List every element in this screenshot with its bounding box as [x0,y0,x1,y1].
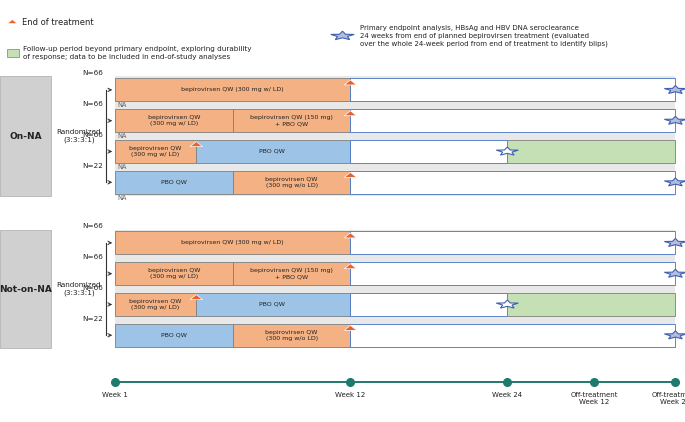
Bar [351,231,675,254]
Bar [7,49,19,57]
Bar [115,140,197,163]
Text: Randomized
(3:3:3:1): Randomized (3:3:3:1) [56,130,101,143]
Bar [508,293,675,316]
Bar [0,76,51,196]
Text: Randomized
(3:3:3:1): Randomized (3:3:3:1) [56,282,101,296]
Text: N=22: N=22 [82,316,103,322]
Text: PBO QW: PBO QW [259,302,285,307]
Bar [351,262,675,285]
Text: On-NA: On-NA [10,132,42,141]
Bar [197,140,351,163]
Text: N=22: N=22 [82,162,103,168]
Bar [115,293,197,316]
Bar [115,76,675,196]
Bar [233,109,351,133]
Bar [115,262,233,285]
Polygon shape [190,295,203,300]
Text: bepirovirsen QW
(300 mg w/ LD): bepirovirsen QW (300 mg w/ LD) [148,268,200,279]
Text: bepirovirsen QW (150 mg)
+ PBO QW: bepirovirsen QW (150 mg) + PBO QW [250,115,333,126]
Text: PBO QW: PBO QW [161,180,187,185]
Bar [351,140,508,163]
Polygon shape [331,31,354,40]
Text: Follow-up period beyond primary endpoint, exploring durability
of response; data: Follow-up period beyond primary endpoint… [23,46,252,60]
Bar [508,140,675,163]
Text: PBO QW: PBO QW [259,149,285,154]
Text: End of treatment: End of treatment [22,18,94,27]
Text: N=66: N=66 [82,132,103,138]
Text: bepirovirsen QW (300 mg w/ LD): bepirovirsen QW (300 mg w/ LD) [182,241,284,245]
Text: NA: NA [117,102,127,108]
Bar [197,293,351,316]
Polygon shape [345,264,357,269]
Bar [0,230,51,348]
Polygon shape [496,147,519,155]
Text: bepirovirsen QW
(300 mg w/o LD): bepirovirsen QW (300 mg w/o LD) [265,330,318,341]
Text: Off-treatment
Week 12: Off-treatment Week 12 [571,392,618,406]
Text: N=66: N=66 [82,70,103,76]
Polygon shape [190,141,203,146]
Polygon shape [664,269,685,277]
Polygon shape [496,300,519,308]
Bar [115,324,233,347]
Polygon shape [664,116,685,124]
Bar [233,262,351,285]
Polygon shape [664,178,685,186]
Text: N=66: N=66 [82,101,103,107]
Bar [233,324,351,347]
Bar [115,109,233,133]
Bar [233,170,351,194]
Polygon shape [345,233,357,238]
Text: bepirovirsen QW (150 mg)
+ PBO QW: bepirovirsen QW (150 mg) + PBO QW [250,268,333,279]
Text: N=66: N=66 [82,285,103,291]
Bar [115,78,351,102]
Bar [115,170,233,194]
Text: NA: NA [117,133,127,139]
Text: bepirovirsen QW
(300 mg w/ LD): bepirovirsen QW (300 mg w/ LD) [129,299,182,310]
Text: bepirovirsen QW
(300 mg w/ LD): bepirovirsen QW (300 mg w/ LD) [148,115,200,126]
Text: N=66: N=66 [82,254,103,260]
Polygon shape [664,238,685,246]
Text: Week 1: Week 1 [102,392,128,398]
Polygon shape [664,86,685,93]
Bar [351,324,675,347]
Text: Off-treatment
Week 24: Off-treatment Week 24 [651,392,685,406]
Text: bepirovirsen QW
(300 mg w/o LD): bepirovirsen QW (300 mg w/o LD) [265,177,318,188]
Bar [351,78,675,102]
Polygon shape [345,172,357,177]
Text: Week 24: Week 24 [493,392,523,398]
Bar [351,109,675,133]
Text: bepirovirsen QW (300 mg w/ LD): bepirovirsen QW (300 mg w/ LD) [182,87,284,92]
Text: NA: NA [117,164,127,170]
Text: Week 12: Week 12 [335,392,366,398]
Text: PBO QW: PBO QW [161,333,187,338]
Polygon shape [664,331,685,339]
Polygon shape [345,111,357,116]
Bar [115,231,351,254]
Bar [351,170,675,194]
Bar [351,293,508,316]
Polygon shape [8,19,18,24]
Text: bepirovirsen QW
(300 mg w/ LD): bepirovirsen QW (300 mg w/ LD) [129,146,182,157]
Text: NA: NA [117,195,127,201]
Text: N=66: N=66 [82,223,103,229]
Text: Not-on-NA: Not-on-NA [0,284,52,294]
Polygon shape [345,325,357,330]
Bar [115,230,675,348]
Polygon shape [345,80,357,85]
Text: Primary endpoint analysis, HBsAg and HBV DNA seroclearance
24 weeks from end of : Primary endpoint analysis, HBsAg and HBV… [360,25,608,47]
